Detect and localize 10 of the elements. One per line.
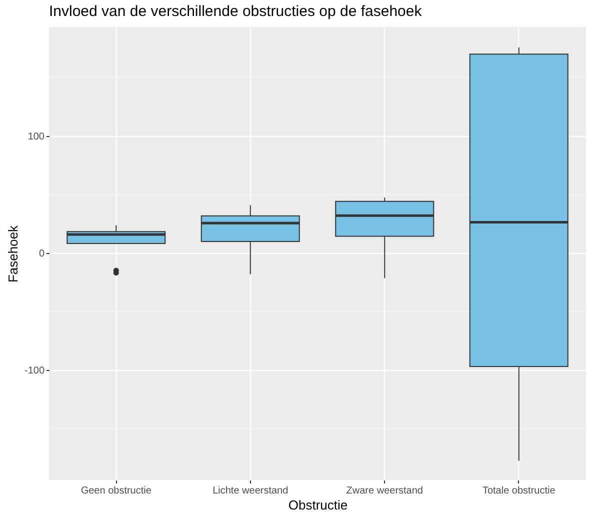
- x-tick-label: Totale obstructie: [482, 486, 556, 496]
- x-axis-title: Obstructie: [288, 498, 348, 512]
- y-tick-label: -100: [24, 365, 45, 376]
- x-tick-label: Zware weerstand: [346, 486, 423, 496]
- y-axis-title: Fasehoek: [5, 224, 20, 283]
- x-tick-label: Geen obstructie: [80, 486, 152, 496]
- chart-title: Invloed van de verschillende obstructies op de fasehoek: [49, 3, 422, 20]
- y-tick-label: 0: [38, 248, 45, 260]
- y-tick-label: 100: [28, 131, 45, 142]
- x-tick-label: Lichte weerstand: [212, 486, 288, 496]
